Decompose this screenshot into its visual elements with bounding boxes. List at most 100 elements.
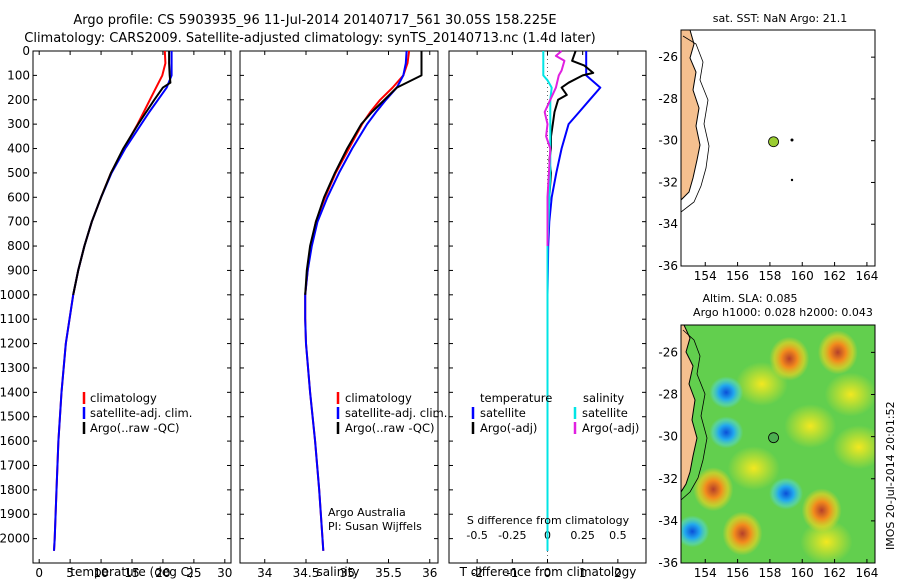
- series-line-s-satellite: [542, 51, 553, 551]
- xtick-label-salinity: -0.5: [466, 529, 487, 542]
- sst-map-background: [681, 30, 875, 266]
- legend-label-argo: Argo(..raw -QC): [90, 421, 180, 435]
- map-ytick-label: -26: [658, 50, 678, 64]
- figure-title-line2: Climatology: CARS2009. Satellite-adjuste…: [24, 31, 596, 46]
- sla-high-anomaly: [693, 467, 734, 512]
- ytick-label: 1500: [0, 410, 30, 424]
- sla-high-anomaly: [801, 488, 842, 533]
- xtick-label: 34.5: [293, 566, 320, 580]
- map-xtick-label: 164: [855, 269, 878, 283]
- xtick-label: 1: [579, 566, 587, 580]
- map-ytick-label: -30: [658, 430, 678, 444]
- ytick-label: 200: [7, 93, 30, 107]
- sla-map-ticks: 154 156 158 160 162 164 -26 -28 -30 -32 -34 -36: [658, 345, 878, 580]
- salinity-yticks: [240, 50, 438, 540]
- ytick-label: 700: [7, 215, 30, 229]
- xtick-label: 2: [614, 566, 622, 580]
- xtick-label: 10: [93, 566, 108, 580]
- sla-map-panel: Altim. SLA: 0.085 Argo h1000: 0.028 h200…: [658, 292, 878, 580]
- map-xtick-label: 162: [823, 566, 846, 580]
- sst-map-ticks: 154 156 158 160 162 164 -26 -28 -30 -32 -34 -36: [658, 50, 878, 283]
- credit-org: Argo Australia: [328, 506, 406, 519]
- sla-low-anomaly: [709, 376, 744, 409]
- map-ytick-label: -32: [658, 175, 678, 189]
- xtick-label-salinity: 0.25: [570, 529, 595, 542]
- sla-map-field: [681, 330, 875, 563]
- xtick-label: 15: [124, 566, 139, 580]
- temperature-yticks: 0 100 200 300 400 500 600 700 800 900 1000 1100 1200…: [0, 44, 231, 546]
- map-xtick-label: 156: [726, 566, 749, 580]
- ytick-label: 0: [22, 44, 30, 58]
- timestamp-text: IMOS 20-Jul-2014 20:01:52: [884, 401, 897, 550]
- sla-map-argo-float: [768, 432, 779, 444]
- sla-field-patch: [800, 519, 853, 563]
- sla-low-anomaly: [681, 515, 710, 548]
- sla-field-patch: [832, 425, 875, 470]
- series-line-argo-raw-qc-: [72, 51, 172, 296]
- map-xtick-label: 162: [823, 269, 846, 283]
- ytick-label: 400: [7, 142, 30, 156]
- sla-map-isobath: [681, 329, 708, 501]
- sla-low-anomaly: [769, 477, 804, 510]
- map-xtick-label: 164: [855, 566, 878, 580]
- legend-label-s-satellite: satellite: [582, 406, 628, 420]
- map-ytick-label: -30: [658, 134, 678, 148]
- xtick-label: 35.5: [375, 566, 402, 580]
- temperature-xticks: 0 5 10 15 20 25 30: [35, 51, 232, 580]
- salinity-series: [304, 50, 423, 551]
- map-ytick-label: -36: [658, 556, 678, 570]
- ytick-label: 1700: [0, 458, 30, 472]
- ytick-label: 300: [7, 117, 30, 131]
- salinity-xlabel: salinity: [316, 565, 359, 579]
- difference-panel: -2 -1 0 1 2-0.5 -0.25 0 0.25 0.5 T difference fr…: [448, 50, 647, 580]
- legend-header-temperature: temperature: [480, 391, 552, 405]
- map-ytick-label: -28: [658, 388, 678, 402]
- sla-map-title: Altim. SLA: 0.085: [702, 292, 797, 305]
- ytick-label: 900: [7, 263, 30, 277]
- difference-xticks: -2 -1 0 1 2-0.5 -0.25 0 0.25 0.5: [466, 51, 627, 580]
- ytick-label: 100: [7, 68, 30, 82]
- map-xtick-label: 158: [758, 269, 781, 283]
- difference-series: [542, 50, 602, 563]
- map-ytick-label: -34: [658, 217, 678, 231]
- ytick-label: 500: [7, 166, 30, 180]
- map-ytick-label: -32: [658, 472, 678, 486]
- ytick-label: 1900: [0, 507, 30, 521]
- series-line-s-argo-adj-: [543, 50, 566, 246]
- map-xtick-label: 158: [758, 566, 781, 580]
- figure-title-line1: Argo profile: CS 5903935_96 11-Jul-2014 …: [73, 13, 556, 28]
- ytick-label: 600: [7, 190, 30, 204]
- ytick-label: 1100: [0, 312, 30, 326]
- difference-yticks: [449, 50, 646, 540]
- xtick-label: 34: [257, 566, 272, 580]
- salinity-panel: 34 34.5 35 35.5 36 salinity climatology sate…: [239, 50, 447, 580]
- sst-map-isobath: [681, 35, 710, 213]
- sst-map-argo-float: [768, 136, 779, 148]
- ytick-label: 1300: [0, 361, 30, 375]
- sla-high-anomaly: [817, 330, 858, 375]
- xtick-label: 30: [217, 566, 232, 580]
- xtick-label: -2: [471, 566, 483, 580]
- map-xtick-label: 160: [791, 566, 814, 580]
- series-line-argo-raw-qc-: [304, 51, 423, 295]
- sst-map-island: [790, 138, 794, 142]
- legend-label-argo: Argo(..raw -QC): [345, 421, 435, 435]
- sst-map-coastline: [681, 30, 701, 201]
- temperature-series: [53, 50, 173, 551]
- temperature-xlabel: temperature (deg C): [70, 565, 193, 579]
- ytick-label: 800: [7, 239, 30, 253]
- temperature-axes-box: [32, 50, 232, 564]
- ytick-label: 1400: [0, 385, 30, 399]
- ytick-label: 1000: [0, 288, 30, 302]
- xtick-label: 36: [422, 566, 437, 580]
- ytick-label: 1800: [0, 483, 30, 497]
- map-xtick-label: 156: [726, 269, 749, 283]
- sla-map-subtitle: Argo h1000: 0.028 h2000: 0.043: [693, 306, 873, 319]
- sla-field-patch: [784, 404, 837, 449]
- xtick-label: 35: [340, 566, 355, 580]
- sla-low-anomaly: [709, 416, 744, 449]
- legend-label-s-argo: Argo(-adj): [582, 421, 639, 435]
- ytick-label: 1200: [0, 337, 30, 351]
- temperature-panel: 0 100 200 300 400 500 600 700 800 900 1000 1100 1200…: [0, 44, 232, 580]
